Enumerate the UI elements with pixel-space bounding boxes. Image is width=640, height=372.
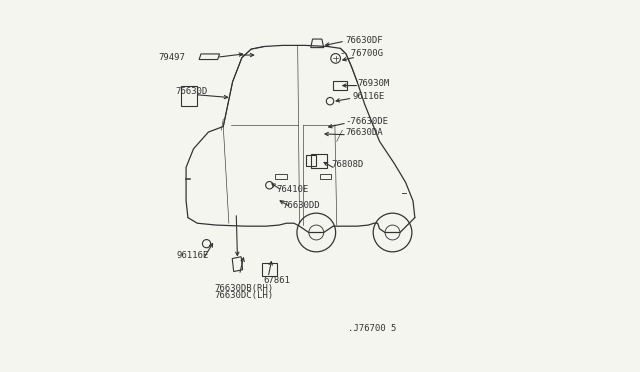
Bar [275,174,287,179]
Text: - 76700G: - 76700G [340,49,383,58]
Text: 76630DD: 76630DD [283,201,321,210]
Text: -76630DE: -76630DE [346,117,388,126]
Text: 76808D: 76808D [331,160,364,169]
Text: 76630DB(RH): 76630DB(RH) [214,284,273,293]
Bar [333,81,347,90]
Text: 96116E: 96116E [353,92,385,101]
Text: .J76700 5: .J76700 5 [348,324,396,333]
Text: 76630DF: 76630DF [346,36,383,45]
Bar [180,86,197,106]
Text: 76630DA: 76630DA [346,128,383,137]
Text: 79497: 79497 [159,53,186,62]
Text: 76630DC(LH): 76630DC(LH) [214,291,273,300]
Bar [262,263,277,276]
Text: 76630D: 76630D [175,87,208,96]
Text: 67861: 67861 [264,276,291,285]
Bar [320,174,331,179]
Text: 76410E: 76410E [276,185,308,194]
Text: 96116E: 96116E [177,251,209,260]
Bar [311,154,326,168]
Text: 76930M: 76930M [357,79,390,88]
Bar [306,155,316,166]
